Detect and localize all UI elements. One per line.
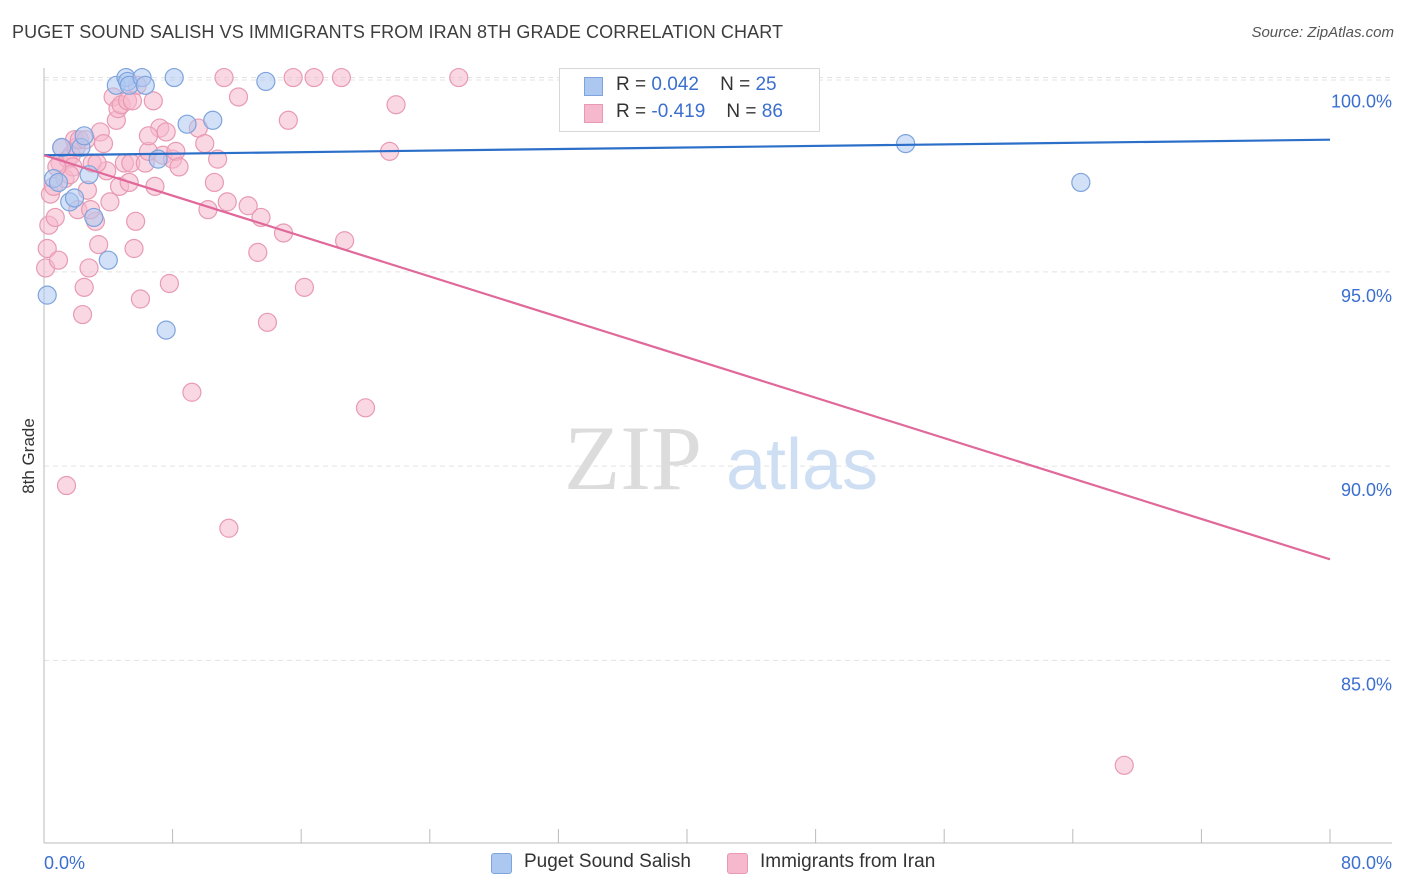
point-iran	[278, 110, 298, 130]
point-salish	[74, 126, 94, 146]
data-points	[36, 67, 1134, 775]
point-salish	[84, 207, 104, 228]
watermark: ZIP atlas	[564, 407, 878, 509]
point-salish	[256, 71, 276, 92]
point-salish	[896, 133, 916, 154]
point-iran	[217, 192, 237, 212]
point-iran	[195, 133, 215, 154]
point-iran	[48, 250, 69, 270]
point-salish	[203, 110, 223, 130]
source-label: Source: ZipAtlas.com	[1251, 24, 1394, 41]
y-tick-label: 95.0%	[1341, 286, 1392, 306]
trend-lines	[43, 138, 1331, 561]
point-iran	[89, 235, 109, 255]
point-iran	[294, 277, 315, 297]
point-iran	[166, 141, 186, 161]
r-label: R =	[616, 74, 647, 95]
point-iran	[72, 304, 93, 325]
point-iran	[238, 196, 258, 216]
n-value: 25	[755, 74, 777, 95]
tick-labels: 85.0% 90.0% 95.0% 100.0% 0.0% 80.0%	[44, 92, 1392, 873]
y-tick-label: 100.0%	[1331, 92, 1392, 112]
legend-swatch-blue	[584, 77, 603, 96]
y-tick-label: 90.0%	[1341, 480, 1392, 500]
y-tick-label: 85.0%	[1341, 674, 1392, 694]
x-tick-label: 0.0%	[44, 853, 85, 873]
point-iran	[100, 192, 120, 212]
point-iran	[56, 475, 77, 496]
point-salish	[64, 188, 85, 208]
axes	[43, 68, 1392, 844]
point-iran	[386, 95, 406, 115]
legend-swatch-blue	[491, 853, 512, 874]
point-iran	[156, 122, 176, 142]
point-salish	[37, 285, 57, 305]
r-label: R =	[616, 101, 647, 122]
point-salish	[156, 320, 176, 340]
series-legend: Puget Sound Salish Immigrants from Iran	[0, 850, 1406, 878]
point-iran	[130, 289, 151, 309]
point-iran	[159, 273, 179, 294]
point-iran	[37, 238, 57, 259]
point-iran	[182, 382, 202, 402]
point-salish	[1071, 172, 1091, 193]
legend-label: Immigrants from Iran	[760, 851, 936, 872]
point-iran	[93, 133, 114, 154]
chart-title: PUGET SOUND SALISH VS IMMIGRANTS FROM IR…	[12, 22, 784, 42]
point-iran	[248, 242, 268, 262]
r-value: 0.042	[651, 74, 699, 95]
correlation-legend: R = 0.042 N = 25 R = -0.419 N = 86	[559, 68, 820, 132]
n-label: N =	[726, 101, 757, 122]
n-label: N =	[720, 74, 751, 95]
point-iran	[124, 238, 144, 259]
point-iran	[304, 67, 324, 88]
point-iran	[449, 67, 469, 88]
point-iran	[1114, 755, 1134, 775]
point-iran	[126, 211, 146, 231]
point-salish	[177, 114, 197, 134]
legend-label: Puget Sound Salish	[524, 851, 691, 872]
watermark-zip: ZIP	[564, 407, 702, 509]
point-iran	[208, 149, 228, 169]
point-iran	[228, 87, 249, 107]
point-iran	[74, 277, 94, 297]
watermark-atlas: atlas	[726, 425, 878, 505]
point-iran	[79, 258, 99, 278]
point-iran	[355, 398, 376, 418]
point-salish	[164, 67, 184, 88]
n-value: 86	[761, 101, 783, 122]
point-iran	[138, 126, 159, 146]
grid-lines	[44, 77, 1392, 661]
point-salish	[48, 172, 69, 193]
point-iran	[204, 172, 224, 193]
x-tick-label: 80.0%	[1341, 853, 1392, 873]
point-salish	[98, 250, 118, 270]
legend-swatch-pink	[727, 853, 748, 874]
point-iran	[169, 157, 189, 177]
point-iran	[45, 207, 65, 228]
point-iran	[331, 67, 351, 88]
r-value: -0.419	[651, 101, 706, 122]
legend-swatch-pink	[584, 104, 603, 123]
point-iran	[257, 312, 278, 332]
point-salish	[52, 137, 72, 158]
point-iran	[214, 67, 234, 88]
point-salish	[135, 75, 155, 95]
point-iran	[283, 67, 303, 88]
point-iran	[219, 518, 239, 538]
point-iran	[143, 91, 163, 111]
y-axis-label: 8th Grade	[19, 418, 38, 494]
trend-line-salish	[43, 138, 1331, 157]
trend-line-iran	[43, 154, 1331, 561]
